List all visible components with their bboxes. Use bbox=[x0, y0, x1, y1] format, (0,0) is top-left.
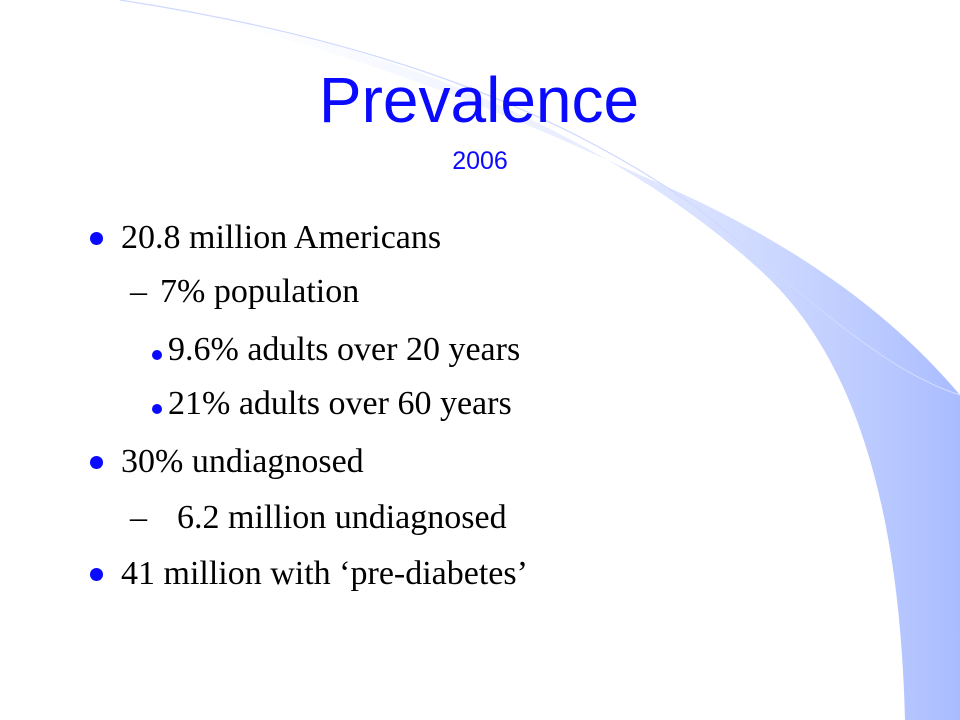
sub-bullet-text: 6.2 million undiagnosed bbox=[160, 499, 507, 536]
bullet-dot-icon bbox=[90, 231, 103, 245]
sub-sub-bullet-text: 21% adults over 60 years bbox=[168, 385, 512, 422]
sub-bullet-item: – 6.2 million undiagnosed bbox=[130, 498, 507, 538]
sub-sub-bullet-text: 9.6% adults over 20 years bbox=[168, 331, 521, 368]
bullet-text: 20.8 million Americans bbox=[121, 219, 442, 256]
bullet-dot-icon bbox=[90, 455, 103, 469]
bullet-dot-icon bbox=[152, 350, 162, 360]
dash-marker: – bbox=[130, 273, 147, 310]
sub-sub-bullet-item: 21% adults over 60 years bbox=[152, 384, 512, 424]
bullet-item: 20.8 million Americans bbox=[90, 218, 441, 258]
sub-bullet-item: – 7% population bbox=[130, 272, 359, 312]
bullet-dot-icon bbox=[90, 567, 103, 581]
title-block: Prevalence 2006 bbox=[0, 62, 960, 176]
sub-sub-bullet-item: 9.6% adults over 20 years bbox=[152, 330, 520, 370]
bullet-item: 41 million with ‘pre-diabetes’ bbox=[90, 554, 528, 594]
bullet-text: 41 million with ‘pre-diabetes’ bbox=[121, 555, 528, 592]
slide-subtitle: 2006 bbox=[452, 147, 508, 175]
dash-marker: – bbox=[130, 499, 147, 536]
slide-title: Prevalence bbox=[318, 64, 640, 136]
sub-bullet-text: 7% population bbox=[160, 273, 360, 310]
bullet-text: 30% undiagnosed bbox=[121, 443, 364, 480]
swoosh-edge-line bbox=[119, 0, 960, 396]
bullet-item: 30% undiagnosed bbox=[90, 442, 364, 482]
bullet-dot-icon bbox=[152, 404, 162, 414]
